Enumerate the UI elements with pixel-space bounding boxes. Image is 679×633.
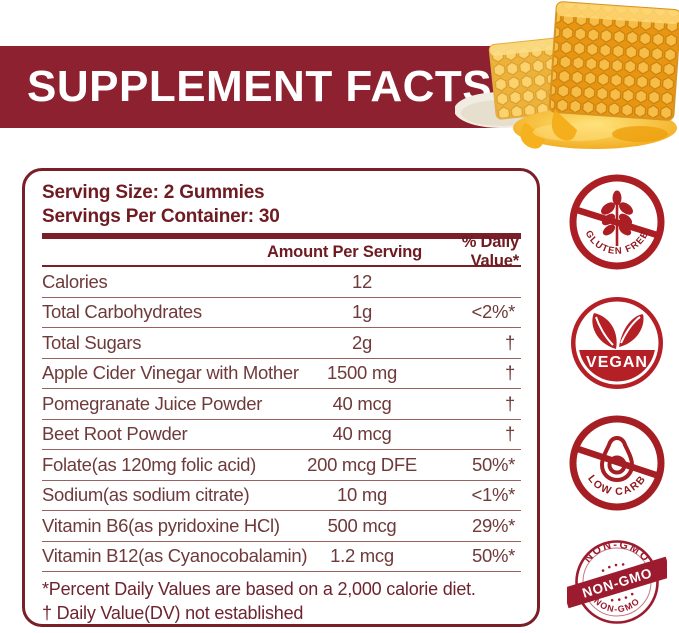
serving-size: Serving Size: 2 Gummies (42, 182, 265, 203)
badge-gluten-free: GLUTEN FREE (569, 174, 665, 270)
column-header-amount: Amount Per Serving (267, 242, 423, 261)
badge-vegan: VEGAN (571, 297, 663, 389)
ribbon (567, 556, 667, 609)
table-row: Vitamin B12(as Cyanocobalamin) 1.2 mcg 5… (42, 542, 521, 572)
badge-low-carb: LOW CARB (569, 415, 665, 511)
row-daily-value: † (505, 423, 515, 445)
table-row: Vitamin B6(as pyridoxine HCl) 500 mcg 29… (42, 511, 521, 542)
row-daily-value: † (505, 362, 515, 384)
row-amount: 500 mcg (327, 514, 397, 536)
row-daily-value: <1%* (471, 484, 515, 506)
row-daily-value: † (505, 331, 515, 353)
row-name: Pomegranate Juice Powder (42, 392, 263, 414)
row-name: Calories (42, 270, 108, 292)
page-title: SUPPLEMENT FACTS (27, 62, 493, 111)
table-row: Calories 12 (42, 267, 521, 298)
footnote-daily-values: *Percent Daily Values are based on a 2,0… (42, 579, 476, 599)
table-row: Total Sugars 2g † (42, 328, 521, 359)
table-row: Folate(as 120mg folic acid) 200 mcg DFE … (42, 450, 521, 481)
table-header: Amount Per Serving % Daily Value* (42, 233, 521, 270)
row-daily-value: 50%* (471, 545, 515, 567)
row-amount: 40 mcg (332, 423, 392, 445)
row-amount: 12 (352, 270, 372, 292)
row-amount: 1500 mg (327, 362, 397, 384)
table-row: Apple Cider Vinegar with Mother 1500 mg … (42, 359, 521, 389)
footnote-dv-not-established: † Daily Value(DV) not established (42, 603, 304, 623)
honeycomb-image (455, 1, 679, 149)
row-daily-value: 29%* (471, 514, 515, 536)
row-amount: 10 mg (337, 484, 387, 506)
servings-per-container: Servings Per Container: 30 (42, 206, 280, 227)
row-name: Total Carbohydrates (42, 301, 202, 323)
table-row: Pomegranate Juice Powder 40 mcg † (42, 389, 521, 420)
row-name: Apple Cider Vinegar with Mother (42, 362, 299, 384)
honeycomb-block-front (548, 1, 679, 121)
supplement-facts-panel: Serving Size: 2 Gummies Servings Per Con… (22, 168, 540, 627)
row-name: Beet Root Powder (42, 423, 188, 445)
row-daily-value: † (505, 392, 515, 414)
row-daily-value: <2%* (471, 301, 515, 323)
row-name: Vitamin B12(as Cyanocobalamin) (42, 545, 308, 567)
badge-vegan-label: VEGAN (586, 354, 648, 371)
row-amount: 200 mcg DFE (307, 453, 417, 475)
row-amount: 1.2 mcg (330, 545, 394, 567)
row-amount: 40 mcg (332, 392, 392, 414)
row-amount: 1g (352, 301, 372, 323)
slash-icon (576, 445, 658, 479)
footnotes: *Percent Daily Values are based on a 2,0… (42, 572, 521, 625)
divider-bar (42, 233, 521, 239)
row-name: Folate(as 120mg folic acid) (42, 453, 256, 475)
star-dots (601, 563, 634, 602)
banner: SUPPLEMENT FACTS (0, 46, 501, 128)
row-name: Total Sugars (42, 331, 142, 353)
table-row: Sodium(as sodium citrate) 10 mg <1%* (42, 481, 521, 511)
row-name: Vitamin B6(as pyridoxine HCl) (42, 514, 280, 536)
slash-icon (576, 206, 658, 239)
row-daily-value: 50%* (471, 453, 515, 475)
column-header-daily-value: % Daily Value* (461, 233, 519, 270)
row-name: Sodium(as sodium citrate) (42, 484, 250, 506)
table-row: Total Carbohydrates 1g <2%* (42, 298, 521, 328)
row-amount: 2g (352, 331, 372, 353)
badge-non-gmo: NON-GMO NON-GMO NON-GMO (567, 539, 667, 624)
table-row: Beet Root Powder 40 mcg † (42, 420, 521, 450)
